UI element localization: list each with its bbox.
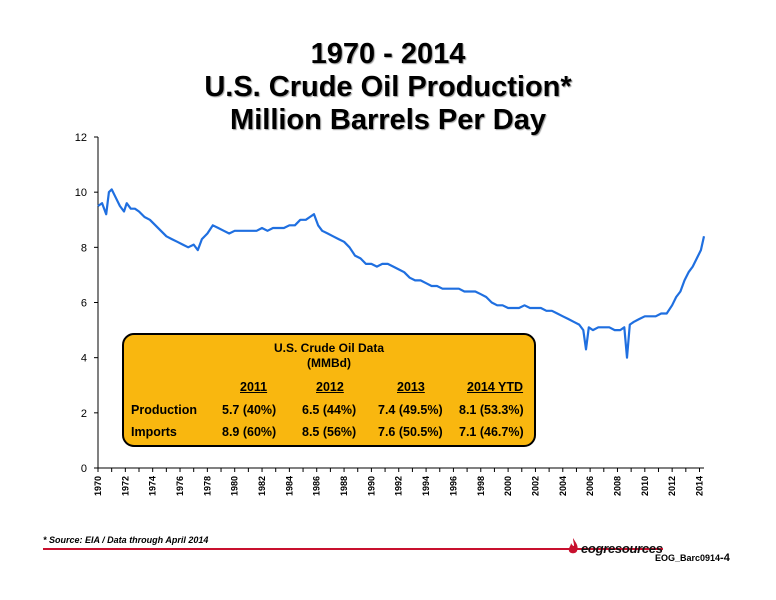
document-code: EOG_Barc0914	[655, 553, 721, 563]
x-tick-label: 1988	[339, 476, 349, 496]
y-tick-label: 8	[81, 242, 87, 254]
x-tick-label: 2008	[612, 476, 622, 496]
x-tick-label: 2014	[694, 476, 704, 496]
data-box-title-line-2: (MMBd)	[307, 356, 351, 370]
x-tick-label: 1976	[175, 476, 185, 496]
x-tick-label: 1992	[394, 476, 404, 496]
data-box-cell: 8.5 (56%)	[302, 425, 357, 439]
data-box-header-2013: 2013	[397, 380, 425, 394]
page-number: -4	[720, 552, 730, 564]
x-tick-label: 1986	[312, 476, 322, 496]
x-tick-label: 2006	[585, 476, 595, 496]
title-line-3: Million Barrels Per Day	[230, 104, 546, 136]
x-tick-label: 1994	[421, 476, 431, 496]
data-box-cell: 5.7 (40%)	[222, 403, 277, 417]
x-tick-label: 1996	[448, 476, 458, 496]
y-tick-label: 6	[81, 298, 87, 310]
data-box-row-label-production: Production	[131, 403, 197, 417]
crude-oil-data-box: U.S. Crude Oil Data (MMBd) 2011 2012 201…	[122, 333, 536, 447]
x-tick-label: 1984	[284, 476, 294, 496]
x-tick-label: 1972	[120, 476, 130, 496]
x-tick-label: 1990	[366, 476, 376, 496]
data-box-header-2011: 2011	[240, 380, 268, 394]
x-tick-label: 2000	[503, 476, 513, 496]
logo-text: eogresources	[581, 541, 663, 556]
data-box-title: U.S. Crude Oil Data (MMBd)	[124, 341, 534, 371]
y-tick-label: 12	[75, 132, 87, 144]
data-box-cell: 8.1 (53.3%)	[459, 403, 524, 417]
x-tick-label: 1978	[202, 476, 212, 496]
flame-icon	[568, 538, 578, 554]
x-tick-label: 2002	[530, 476, 540, 496]
x-tick-label: 1970	[93, 476, 103, 496]
source-note: * Source: EIA / Data through April 2014	[43, 535, 209, 545]
x-tick-label: 2004	[558, 476, 568, 496]
chart-title: 1970 - 2014 U.S. Crude Oil Production* M…	[0, 38, 776, 137]
production-series-line	[97, 188, 706, 359]
y-tick-label: 4	[81, 353, 87, 365]
x-tick-label: 1982	[257, 476, 267, 496]
y-tick-label: 0	[81, 463, 87, 475]
title-line-1: 1970 - 2014	[310, 38, 466, 70]
data-box-cell: 8.9 (60%)	[222, 425, 277, 439]
y-tick-label: 10	[75, 187, 87, 199]
x-tick-label: 1980	[230, 476, 240, 496]
data-box-cell: 7.4 (49.5%)	[378, 403, 443, 417]
x-tick-label: 2012	[667, 476, 677, 496]
document-id: EOG_Barc0914-4	[655, 552, 730, 564]
data-box-cell: 7.1 (46.7%)	[459, 425, 524, 439]
x-tick-label: 1998	[476, 476, 486, 496]
footer-divider	[43, 548, 663, 550]
data-box-cell: 7.6 (50.5%)	[378, 425, 443, 439]
data-box-header-2012: 2012	[316, 380, 344, 394]
data-box-title-line-1: U.S. Crude Oil Data	[273, 341, 385, 355]
title-line-2: U.S. Crude Oil Production*	[204, 71, 572, 103]
data-box-row-label-imports: Imports	[131, 425, 177, 439]
x-tick-label: 1974	[148, 476, 158, 496]
data-box-header-2014-ytd: 2014 YTD	[467, 380, 524, 394]
data-box-cell: 6.5 (44%)	[302, 403, 357, 417]
x-tick-label: 2010	[640, 476, 650, 496]
y-tick-label: 2	[81, 408, 87, 420]
